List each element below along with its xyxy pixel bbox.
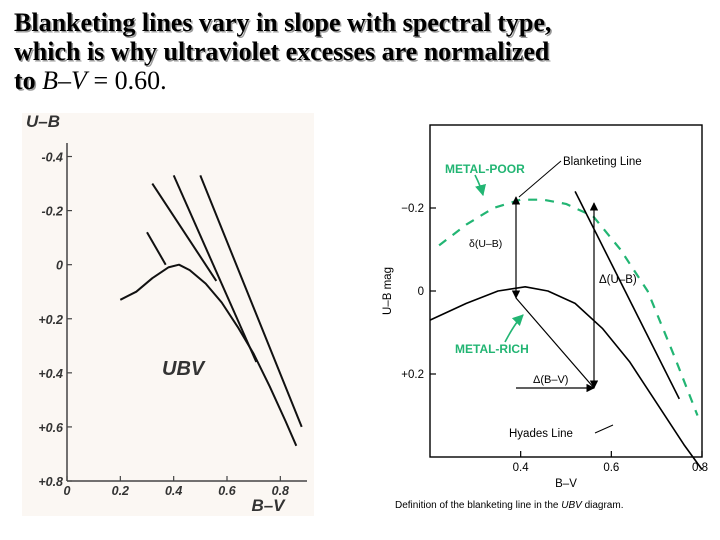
blanketing-line-label: Blanketing Line bbox=[563, 156, 642, 168]
right-x-tick-label: 0.6 bbox=[603, 462, 619, 474]
left-chart-panel: -0.4 -0.2 0 +0.2 +0.4 +0.6 +0.8 0 0.2 0.4 0.6 0.8 … bbox=[22, 112, 314, 516]
title-line-3: to B–V = 0.60. bbox=[14, 66, 714, 95]
figure-caption: Definition of the blanketing line in the… bbox=[395, 500, 623, 511]
left-y-tick-label: -0.4 bbox=[41, 151, 63, 165]
right-y-tick-label: −0.2 bbox=[401, 203, 424, 215]
right-y-axis-label: U–B mag bbox=[382, 267, 394, 315]
left-y-tick-label: +0.2 bbox=[38, 313, 63, 327]
right-y-tick-label: +0.2 bbox=[401, 369, 424, 381]
metal-rich-pointer bbox=[504, 314, 524, 343]
left-series-blanketing_3 bbox=[172, 174, 258, 363]
delta-bv-label: Δ(B–V) bbox=[533, 374, 568, 386]
left-series-main_sequence bbox=[119, 263, 298, 447]
slide-title: Blanketing lines vary in slope with spec… bbox=[14, 8, 714, 95]
hyades-line-pointer bbox=[594, 424, 614, 434]
hyades-line-label: Hyades Line bbox=[509, 428, 573, 440]
left-y-tick-label: -0.2 bbox=[41, 205, 63, 219]
title-line-2: which is why ultraviolet excesses are no… bbox=[14, 37, 550, 66]
blanketing-definition-chart: −0.20+0.2 0.40.60.8 mag METAL-POOR Blank… bbox=[382, 124, 720, 511]
left-y-tick-label: +0.8 bbox=[38, 475, 63, 489]
right-series-hyades_line bbox=[429, 286, 703, 470]
left-x-tick-label: 0.8 bbox=[272, 484, 289, 498]
right-y-tick-label: 0 bbox=[418, 286, 424, 298]
title-line-1: Blanketing lines vary in slope with spec… bbox=[14, 8, 552, 37]
title-to: to bbox=[14, 66, 36, 95]
right-series-blanketing_line bbox=[574, 191, 681, 400]
delta-ub-small-label: δ(U–B) bbox=[469, 238, 502, 250]
metal-rich-label: METAL-RICH bbox=[455, 342, 529, 356]
right-x-tick-label: 0.4 bbox=[513, 462, 530, 474]
right-chart-panel: −0.20+0.2 0.40.60.8 mag METAL-POOR Blank… bbox=[373, 115, 720, 515]
left-series-blanketing_2 bbox=[151, 183, 218, 282]
left-y-tick-label: 0 bbox=[56, 259, 63, 273]
right-series-metal_poor bbox=[438, 198, 699, 416]
left-x-tick-label: 0.6 bbox=[218, 484, 236, 498]
left-y-axis-label: U–B bbox=[26, 113, 60, 131]
left-series-blanketing_1 bbox=[146, 231, 167, 266]
left-x-tick-label: 0 bbox=[64, 484, 71, 498]
metal-poor-pointer bbox=[474, 174, 486, 197]
left-y-tick-label: +0.4 bbox=[38, 367, 63, 381]
left-y-tick-label: +0.6 bbox=[38, 421, 64, 435]
metal-poor-label: METAL-POOR bbox=[445, 162, 525, 176]
left-x-tick-label: 0.4 bbox=[165, 484, 182, 498]
delta-ub-large-label: Δ(U–B) bbox=[599, 274, 637, 286]
ubv-annotation: UBV bbox=[162, 358, 206, 380]
title-equals-value: = 0.60. bbox=[93, 66, 167, 95]
left-series-blanketing_4 bbox=[199, 175, 303, 428]
caption-italic: UBV bbox=[561, 500, 583, 511]
right-x-axis-label: B–V bbox=[555, 478, 577, 490]
left-x-axis-label: B–V bbox=[251, 496, 286, 515]
left-x-tick-label: 0.2 bbox=[112, 484, 129, 498]
blanketing-line-pointer bbox=[518, 160, 562, 198]
caption-pre: Definition of the blanketing line in the bbox=[395, 500, 561, 511]
caption-post: diagram. bbox=[582, 500, 624, 511]
ubv-chart: -0.4-0.20+0.2+0.4+0.6+0.8 0 0.2 0.4 0.6 0.8 … bbox=[26, 112, 307, 515]
blanketing-construction-line bbox=[515, 297, 595, 389]
title-variable-bv: B–V bbox=[42, 66, 87, 95]
